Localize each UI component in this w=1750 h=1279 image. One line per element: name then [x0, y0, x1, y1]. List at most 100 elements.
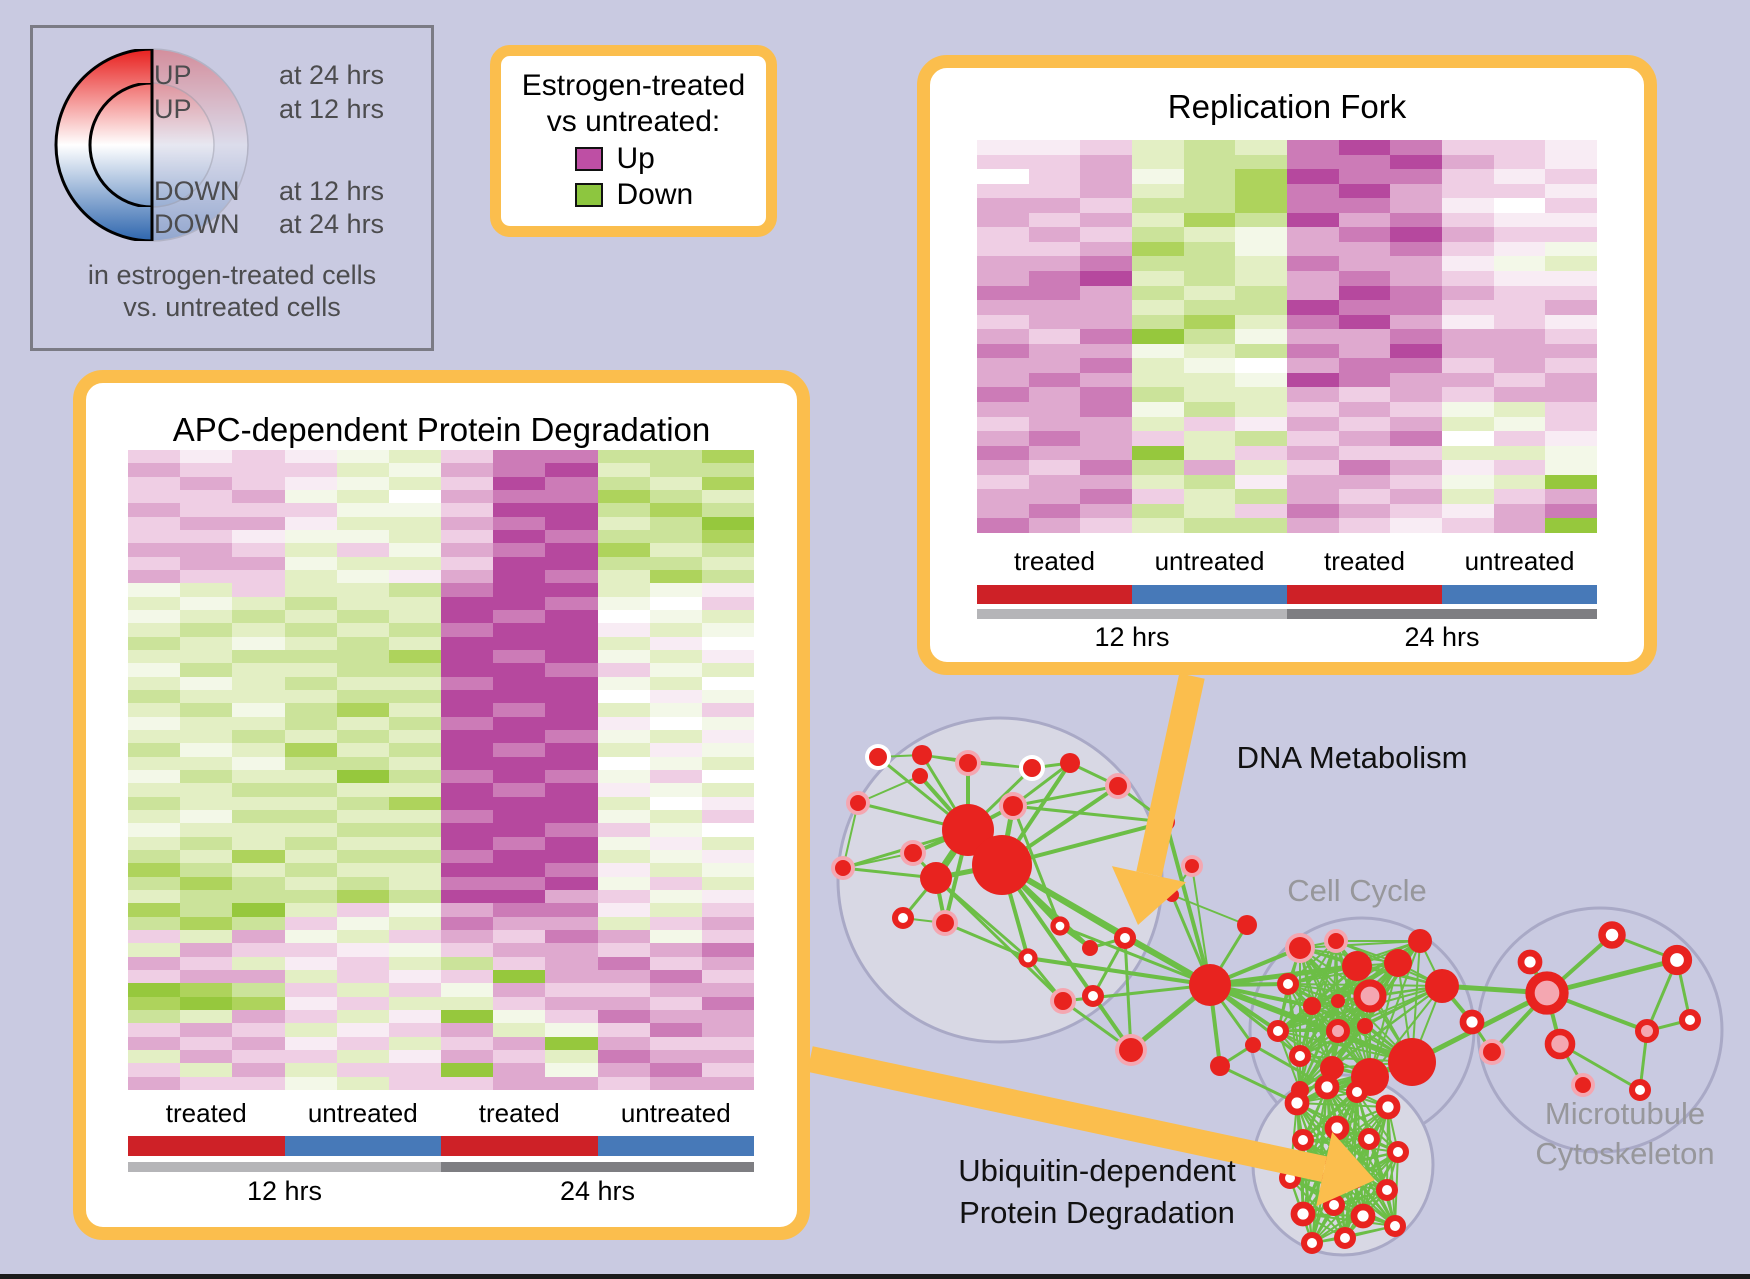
network-node [1517, 949, 1543, 975]
updown-legend-title-line1: Estrogen-treated [521, 69, 746, 102]
heatmap-cell [441, 823, 494, 837]
heatmap-cell [493, 836, 546, 850]
heatmap-cell [545, 1076, 598, 1090]
network-edge [1296, 1102, 1304, 1215]
heatmap-cell [336, 863, 389, 877]
heatmap-cell [128, 876, 181, 890]
heatmap-cell [1080, 285, 1132, 301]
heatmap-cell [1132, 154, 1184, 170]
heatmap-cell [1338, 314, 1391, 330]
network-edge [1208, 983, 1280, 1033]
network-edge [1287, 940, 1337, 985]
heatmap-cell [493, 863, 546, 877]
network-edge [1333, 1151, 1399, 1206]
heatmap-cell [493, 676, 546, 690]
heatmap-cell [1080, 256, 1132, 271]
arrow-replication-fork-to-dna-head [1111, 866, 1187, 925]
heatmap-cell [545, 689, 598, 704]
heatmap-cell [388, 1009, 441, 1024]
heatmap-cell [232, 836, 285, 850]
heatmap-cell [232, 663, 285, 677]
heatmap-cell [1493, 154, 1546, 170]
heatmap-cell [597, 769, 650, 784]
heatmap-cell [441, 636, 494, 650]
heatmap-cell [336, 689, 389, 704]
heatmap-cell [493, 729, 546, 744]
network-edge [1394, 1151, 1399, 1227]
heatmap-cell [1493, 227, 1546, 242]
heatmap-cell [1028, 329, 1081, 344]
heatmap-cell [649, 769, 702, 784]
heatmap-cell [649, 929, 702, 944]
heatmap-cell [284, 956, 337, 970]
heatmap-cell [128, 916, 181, 930]
network-edge [1062, 983, 1211, 1003]
network-node [1303, 997, 1321, 1015]
network-edge [1362, 1189, 1388, 1217]
heatmap-cell [1183, 343, 1236, 359]
network-edge [1277, 1030, 1301, 1057]
network-node [1119, 1038, 1143, 1062]
network-node-ring [1285, 933, 1315, 963]
heatmap-cell [388, 663, 441, 677]
heatmap-cell [1028, 183, 1081, 199]
network-edge [1302, 1213, 1313, 1244]
network-edge [1353, 1177, 1388, 1191]
network-edge [1611, 933, 1678, 962]
heatmap-cell [388, 743, 441, 757]
heatmap-cell [977, 431, 1029, 446]
heatmap-cell [388, 516, 441, 530]
network-edge [1311, 1005, 1413, 1063]
network-edge [1326, 1086, 1355, 1179]
network-node-ring [932, 910, 958, 936]
heatmap-cell [701, 863, 754, 877]
heatmap-cell [1442, 489, 1494, 504]
network-edge [1091, 937, 1127, 997]
heatmap-cell [1287, 460, 1339, 475]
network-edge [1386, 1189, 1396, 1227]
heatmap-cell [597, 569, 650, 584]
heatmap-cell [493, 450, 546, 464]
network-node [1018, 948, 1038, 968]
heatmap-cell [441, 783, 494, 797]
network-edge [1368, 1138, 1399, 1153]
network-edge [1296, 1102, 1364, 1217]
network-node [1375, 1094, 1401, 1120]
network-edge [1337, 1030, 1371, 1078]
venn-time-12: at 12 hrs [279, 94, 385, 124]
network-edge [1000, 862, 1212, 988]
network-edge [1299, 965, 1358, 1091]
heatmap-cell [128, 663, 181, 677]
heatmap-cell [441, 743, 494, 757]
network-edge [1333, 1204, 1396, 1227]
network-edge [1208, 924, 1249, 986]
heatmap-cell [597, 476, 650, 490]
heatmap-cell [180, 836, 233, 850]
network-edge [1369, 940, 1421, 1078]
heatmap-cell [284, 889, 337, 904]
heatmap-cell [232, 823, 285, 837]
heatmap-cell [1028, 518, 1081, 533]
heatmap-cell [1493, 358, 1546, 373]
venn-circles-diagram [54, 48, 249, 242]
heatmap-cell [336, 983, 389, 997]
heatmap-cell [701, 903, 754, 917]
heatmap-cell [1183, 183, 1236, 199]
heatmap-cell [388, 983, 441, 997]
heatmap-cell [1442, 285, 1494, 301]
network-edge [1337, 995, 1371, 1002]
heatmap-cell [1338, 358, 1391, 373]
network-edge [1344, 1138, 1370, 1239]
network-edge [1369, 995, 1413, 1063]
heatmap-cell [1493, 198, 1546, 213]
heatmap-cell [545, 823, 598, 837]
network-edge [1311, 1215, 1364, 1244]
network-node [1483, 1043, 1501, 1061]
heatmap-cell [336, 676, 389, 690]
heatmap-cell [493, 769, 546, 784]
network-edge [1296, 1102, 1355, 1179]
heatmap-cell [1235, 489, 1287, 504]
heatmap-cell [441, 916, 494, 930]
network-edge [1344, 1106, 1389, 1239]
heatmap-cell [388, 996, 441, 1010]
